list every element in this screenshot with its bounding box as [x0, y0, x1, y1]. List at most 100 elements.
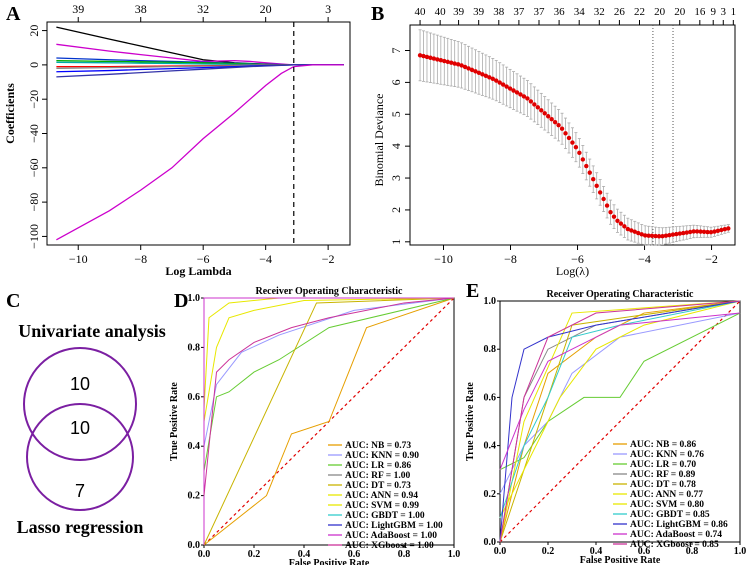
deviance-point — [667, 232, 672, 238]
x-tick-label: 0.4 — [298, 549, 311, 560]
y-tick-label: 20 — [27, 25, 41, 37]
x-tick-label: −2 — [322, 252, 335, 266]
top-tick-label: 9 — [710, 6, 716, 18]
roc-curve — [203, 297, 455, 471]
deviance-point — [497, 80, 502, 85]
deviance-point — [556, 122, 561, 128]
legend-label: AUC: SVM = 0.80 — [630, 500, 704, 510]
y-tick-label: 0.0 — [188, 540, 201, 551]
coefficient-path-chart: −10 −8 −6 −4 −2 20 0 −20 −40 −60 −80 −100 39 38 32 20 3 L… — [3, 2, 351, 278]
y-tick-label: 0.6 — [188, 392, 201, 403]
legend-label: AUC: NB = 0.86 — [630, 440, 696, 450]
panel-letter-a: A — [6, 3, 21, 25]
top-tick-label: 34 — [574, 6, 586, 18]
y-tick-label: 1.0 — [484, 296, 497, 307]
roc-curve — [203, 297, 455, 546]
venn-count-top-only: 10 — [70, 374, 90, 394]
deviance-point — [719, 227, 724, 233]
deviance-point — [514, 90, 520, 95]
deviance-point — [431, 56, 437, 61]
legend-label: AUC: NB = 0.73 — [345, 441, 411, 451]
y-tick-label: −20 — [27, 90, 41, 109]
venn-count-overlap: 10 — [70, 418, 90, 438]
y-axis-label: Coefficients — [3, 83, 17, 144]
roc-curve — [499, 300, 741, 543]
deviance-point — [442, 58, 447, 64]
deviance-point — [688, 229, 693, 235]
top-tick-label: 3 — [721, 6, 727, 18]
deviance-point — [674, 231, 679, 237]
roc-curve — [203, 297, 455, 546]
top-tick-label: 38 — [493, 6, 505, 18]
deviance-point — [563, 131, 568, 136]
y-tick-label: 4 — [389, 143, 403, 149]
deviance-point — [629, 228, 634, 233]
deviance-point — [726, 226, 731, 231]
y-tick-label: 5 — [389, 111, 403, 117]
deviance-point — [594, 183, 599, 189]
y-tick-label: 0.4 — [188, 441, 201, 452]
chance-diagonal — [499, 300, 741, 543]
y-axis-label: True Positive Rate — [465, 382, 476, 461]
deviance-point — [566, 135, 572, 141]
deviance-point — [552, 119, 558, 125]
deviance-point — [435, 57, 440, 62]
y-tick-label: 1.0 — [188, 293, 201, 304]
x-tick-label: 0.2 — [542, 546, 555, 557]
deviance-point — [573, 144, 579, 150]
y-tick-label: 2 — [389, 207, 403, 213]
legend-label: AUC: AdaBoost = 0.74 — [630, 530, 722, 540]
deviance-point — [504, 84, 509, 89]
top-tick-label: 3 — [325, 2, 331, 16]
legend-label: AUC: SVM = 0.99 — [345, 501, 419, 511]
chart-title: Receiver Operating Characteristic — [547, 289, 695, 300]
deviance-point — [663, 233, 669, 238]
deviance-point — [528, 99, 534, 104]
coefficient-path-c10 — [56, 64, 344, 241]
deviance-point — [705, 229, 710, 235]
y-tick-label: 0 — [27, 62, 41, 68]
deviance-point — [677, 231, 683, 236]
top-tick-label: 40 — [415, 6, 427, 18]
legend-label: AUC: XGboost = 1.00 — [345, 541, 434, 551]
deviance-point — [462, 64, 468, 70]
deviance-point — [591, 177, 596, 182]
top-tick-label: 1 — [731, 6, 737, 18]
deviance-point — [597, 190, 603, 195]
deviance-point — [417, 53, 423, 58]
deviance-point — [535, 105, 541, 110]
deviance-point — [490, 76, 495, 81]
chart-title: Receiver Operating Characteristic — [256, 286, 404, 297]
y-tick-label: 0.2 — [484, 489, 497, 500]
deviance-point — [480, 72, 485, 77]
x-tick-label: 0.4 — [590, 546, 603, 557]
deviance-point — [642, 233, 648, 238]
deviance-point — [715, 228, 721, 233]
y-tick-label: 0.2 — [188, 491, 201, 502]
legend-label: AUC: DT = 0.73 — [345, 481, 411, 491]
venn-diagram: Univariate analysis 10 10 7 Lasso regres… — [17, 321, 166, 537]
roc-chart-left: Receiver Operating Characteristic 0.0 0.2 0… — [169, 286, 460, 565]
x-tick-label: −6 — [571, 252, 584, 266]
deviance-point — [466, 66, 471, 71]
deviance-point — [604, 203, 610, 208]
panel-letter-c: C — [6, 290, 20, 312]
deviance-point — [681, 230, 686, 236]
deviance-point — [698, 229, 703, 234]
y-tick-label: 7 — [389, 48, 403, 54]
y-tick-label: −60 — [27, 158, 41, 177]
deviance-point — [545, 114, 551, 119]
y-tick-label: −80 — [27, 193, 41, 212]
roc-curve — [499, 312, 741, 471]
deviance-point — [587, 170, 592, 175]
venn-circle-bottom — [26, 403, 134, 511]
deviance-point — [584, 163, 589, 169]
roc-curve — [499, 300, 741, 543]
x-tick-label: −10 — [69, 252, 88, 266]
panel-letter-d: D — [174, 290, 188, 312]
x-tick-label: 1.0 — [734, 546, 747, 557]
plot-frame — [46, 21, 351, 246]
venn-count-bottom-only: 7 — [75, 481, 85, 501]
